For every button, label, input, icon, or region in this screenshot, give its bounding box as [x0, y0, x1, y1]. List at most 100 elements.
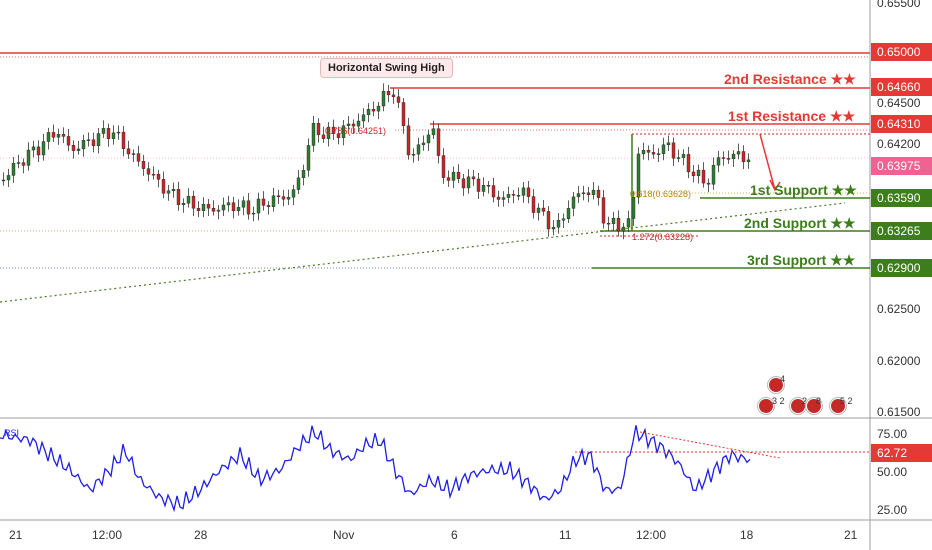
us-flag-event-icon[interactable] — [768, 377, 784, 393]
candle-body — [106, 128, 111, 139]
swing-high-callout[interactable]: Horizontal Swing High — [320, 58, 453, 78]
candle-body — [721, 157, 726, 159]
candle-body — [466, 176, 471, 189]
candle-body — [181, 203, 186, 205]
candle-body — [186, 195, 191, 204]
candle-body — [111, 132, 116, 139]
candle-body — [296, 177, 301, 190]
price-tick: 0.62500 — [877, 302, 921, 316]
candle-body — [161, 179, 166, 194]
event-count: 4 — [780, 374, 786, 384]
candle-body — [626, 218, 631, 228]
rsi-tick: 75.00 — [877, 427, 908, 441]
event-count: 3 2 — [772, 396, 785, 406]
candle-body — [426, 134, 431, 144]
candle-body — [486, 185, 491, 187]
candle-body — [551, 227, 556, 230]
candle-body — [291, 189, 296, 198]
time-tick: Nov — [333, 528, 355, 542]
candle-body — [231, 202, 236, 212]
candle-body — [381, 91, 386, 107]
candle-body — [406, 125, 411, 156]
candle-body — [621, 226, 626, 232]
candle-body — [696, 169, 701, 177]
candle-body — [401, 102, 406, 127]
candle-body — [491, 185, 496, 198]
rsi-label: RSI — [4, 428, 20, 438]
candle-body — [726, 158, 731, 160]
candle-body — [356, 120, 361, 127]
us-flag-event-icon[interactable] — [790, 398, 806, 414]
candle-body — [226, 202, 231, 206]
candle-body — [141, 161, 146, 169]
candle-body — [661, 144, 666, 154]
candle-body — [706, 182, 711, 185]
candle-body — [41, 141, 46, 156]
candle-body — [576, 193, 581, 198]
candle-body — [221, 204, 226, 211]
candle-body — [56, 134, 61, 138]
candle-body — [206, 204, 211, 209]
candle-body — [16, 162, 21, 164]
candle-body — [431, 128, 436, 136]
time-tick: 18 — [740, 528, 754, 542]
candle-body — [126, 148, 131, 155]
candle-body — [321, 134, 326, 139]
candle-body — [156, 173, 161, 180]
candle-body — [731, 153, 736, 160]
candle-body — [671, 142, 676, 159]
candle-body — [346, 123, 351, 126]
price-badge-s3: 0.62900 — [871, 259, 932, 277]
candle-body — [701, 169, 706, 184]
candle-body — [121, 131, 126, 149]
time-tick: 12:00 — [636, 528, 667, 542]
candle-body — [256, 198, 261, 214]
candle-body — [581, 192, 586, 195]
candle-body — [746, 159, 751, 163]
candle-body — [76, 148, 81, 151]
candle-body — [566, 208, 571, 219]
candle-body — [366, 109, 371, 116]
candle-body — [396, 96, 401, 103]
us-flag-event-icon[interactable] — [758, 398, 774, 414]
candle-body — [441, 155, 446, 178]
fib-label-786: 0.786(0.64251) — [325, 126, 387, 136]
candle-body — [616, 217, 621, 232]
candle-body — [596, 189, 601, 198]
candle-body — [11, 162, 16, 176]
candle-body — [311, 123, 316, 146]
candle-body — [166, 190, 171, 194]
candle-body — [1, 179, 6, 182]
candle-body — [591, 189, 596, 195]
candle-body — [526, 187, 531, 197]
candle-body — [151, 173, 156, 176]
candle-body — [521, 187, 526, 196]
candle-body — [386, 91, 391, 96]
candle-body — [681, 154, 686, 158]
candle-body — [51, 132, 56, 138]
us-flag-event-icon[interactable] — [806, 398, 822, 414]
candle-body — [631, 196, 636, 219]
candle-body — [281, 196, 286, 200]
price-badge-s2: 0.63265 — [871, 222, 932, 240]
level-label-r1: 1st Resistance ★★ — [728, 108, 856, 124]
candle-body — [351, 123, 356, 127]
rsi-trendline — [639, 431, 781, 459]
candle-body — [286, 196, 291, 200]
candle-body — [411, 153, 416, 156]
level-label-s3: 3rd Support ★★ — [747, 252, 856, 268]
candle-body — [271, 195, 276, 207]
candle-body — [416, 144, 421, 155]
us-flag-event-icon[interactable] — [830, 398, 846, 414]
candle-body — [516, 195, 521, 197]
candle-body — [176, 189, 181, 205]
level-label-s1: 1st Support ★★ — [750, 182, 857, 198]
candle-body — [636, 153, 641, 198]
candle-body — [241, 200, 246, 208]
candle-body — [101, 128, 106, 134]
candle-body — [261, 198, 266, 206]
candle-body — [86, 139, 91, 141]
candle-body — [446, 177, 451, 181]
